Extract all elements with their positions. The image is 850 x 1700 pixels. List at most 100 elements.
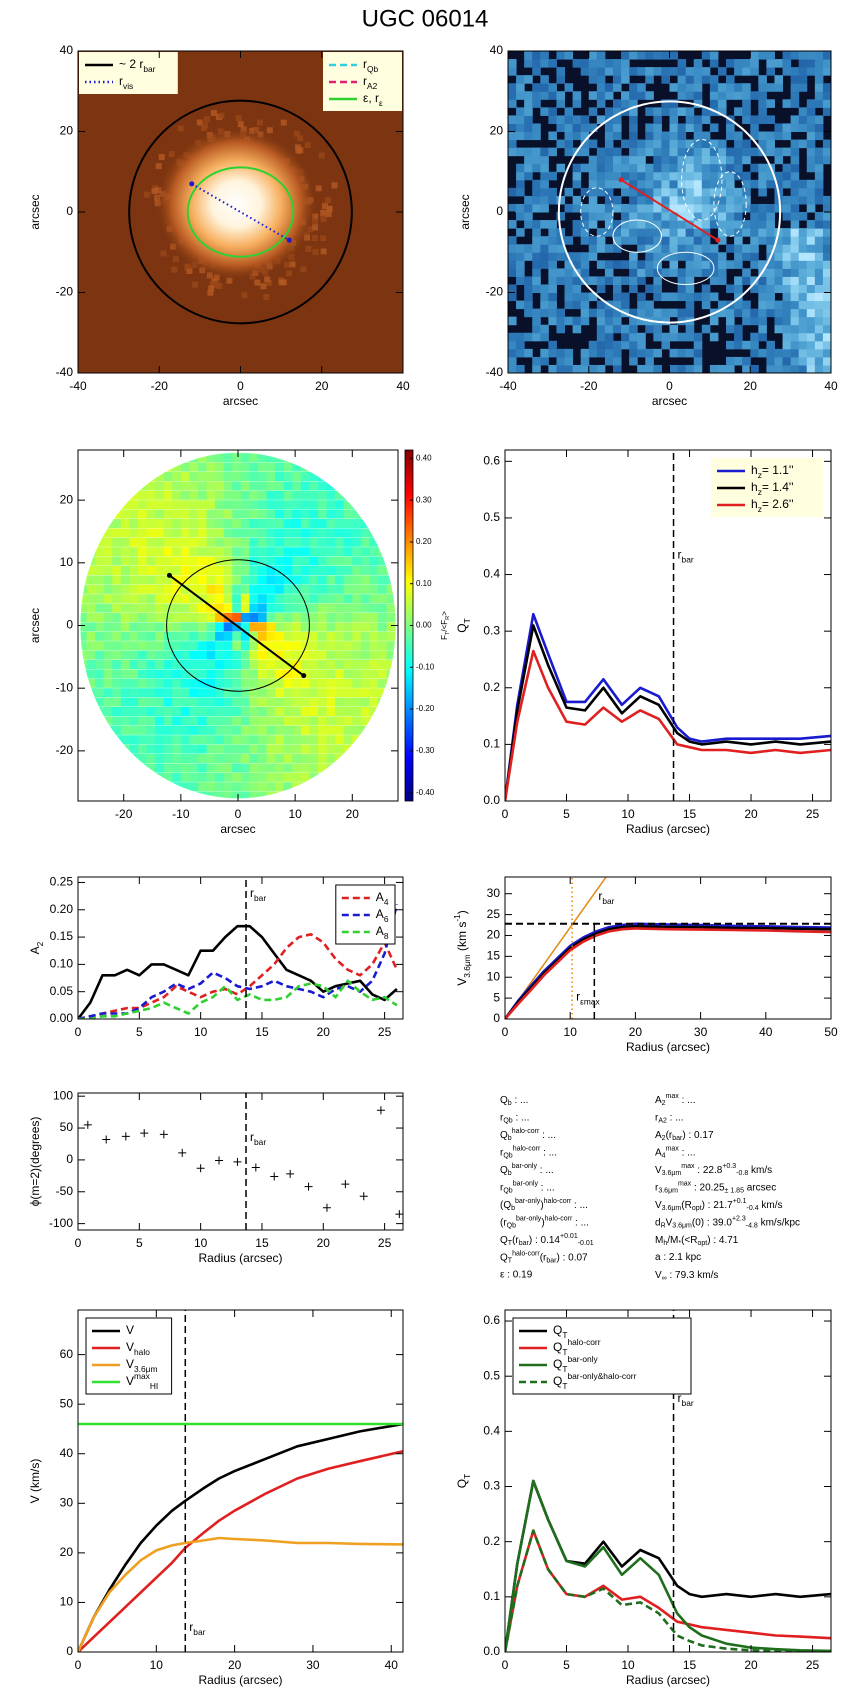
- image-pixel: [621, 67, 630, 76]
- map-pixel: [80, 453, 88, 463]
- map-pixel: [129, 650, 139, 660]
- image-pixel: [596, 324, 606, 334]
- image-pixel: [653, 212, 662, 221]
- image-pixel: [693, 228, 703, 237]
- map-pixel: [223, 678, 233, 688]
- map-pixel: [395, 481, 396, 491]
- image-pixel: [790, 308, 800, 318]
- text-part: r: [500, 1112, 504, 1123]
- map-pixel: [172, 518, 182, 529]
- image-pixel: [750, 203, 759, 213]
- map-pixel: [155, 509, 165, 519]
- image-pixel: [637, 203, 646, 213]
- map-pixel: [266, 490, 276, 500]
- point: [83, 1120, 92, 1129]
- image-pixel: [726, 83, 735, 92]
- image-pixel: [677, 107, 687, 116]
- image-pixel: [734, 83, 743, 92]
- image-pixel: [508, 244, 517, 253]
- text-part: max: [678, 1181, 692, 1188]
- map-pixel: [215, 528, 225, 538]
- image-pixel: [540, 244, 549, 253]
- image-pixel: [806, 276, 816, 285]
- image-pixel: [612, 123, 622, 133]
- map-pixel: [112, 791, 122, 799]
- series-line: [505, 925, 831, 1019]
- map-pixel: [120, 688, 130, 698]
- map-pixel: [266, 518, 276, 529]
- image-pixel: [629, 107, 638, 116]
- map-pixel: [266, 735, 276, 745]
- text-part: A2: [367, 81, 378, 91]
- map-pixel: [258, 622, 268, 632]
- x-tick-label: 15: [255, 1025, 269, 1039]
- image-pixel: [782, 364, 792, 373]
- image-pixel: [629, 284, 638, 294]
- image-pixel: [750, 147, 759, 157]
- image-pixel: [320, 215, 327, 222]
- map-pixel: [206, 659, 216, 670]
- map-pixel: [232, 452, 242, 453]
- image-pixel: [637, 91, 646, 100]
- map-pixel: [275, 772, 285, 782]
- image-pixel: [564, 300, 574, 310]
- image-pixel: [588, 67, 598, 76]
- image-pixel: [588, 171, 598, 181]
- image-pixel: [661, 179, 670, 189]
- map-pixel: [343, 453, 353, 463]
- map-pixel: [206, 453, 216, 463]
- image-pixel: [726, 364, 735, 373]
- image-pixel: [653, 268, 662, 277]
- map-pixel: [309, 631, 319, 641]
- map-pixel: [395, 697, 396, 707]
- map-pixel: [309, 594, 319, 604]
- map-pixel: [309, 735, 319, 745]
- image-pixel: [637, 300, 646, 310]
- image-pixel: [742, 203, 751, 213]
- image-pixel: [532, 67, 541, 76]
- text-part: /M: [667, 1235, 678, 1246]
- y-axis-label: ϕ(m=2)(degrees): [28, 1117, 42, 1207]
- map-pixel: [198, 659, 208, 670]
- image-pixel: [726, 155, 735, 165]
- map-pixel: [343, 772, 353, 782]
- map-pixel: [232, 735, 242, 745]
- image-pixel: [596, 308, 606, 318]
- image-pixel: [806, 203, 816, 213]
- map-pixel: [266, 669, 276, 679]
- map-pixel: [95, 584, 105, 594]
- image-pixel: [572, 203, 582, 213]
- map-pixel: [360, 462, 370, 472]
- map-pixel: [249, 452, 259, 453]
- image-pixel: [742, 139, 751, 149]
- image-pixel: [596, 147, 606, 157]
- text-part: : ...: [667, 1112, 684, 1123]
- map-pixel: [189, 490, 199, 500]
- map-pixel: [292, 772, 302, 782]
- map-pixel: [309, 791, 319, 799]
- image-pixel: [532, 236, 541, 245]
- map-pixel: [172, 706, 182, 717]
- image-pixel: [709, 332, 719, 342]
- map-pixel: [275, 631, 285, 641]
- map-pixel: [163, 471, 173, 482]
- text-part: r: [655, 1112, 659, 1123]
- image-pixel: [750, 123, 759, 133]
- image-pixel: [516, 212, 525, 221]
- map-pixel: [275, 612, 285, 623]
- image-pixel: [184, 263, 191, 270]
- map-pixel: [95, 669, 105, 679]
- image-pixel: [629, 139, 638, 149]
- map-pixel: [386, 669, 396, 679]
- parameter-line: rQbbar-only : ...: [500, 1181, 555, 1195]
- image-pixel: [524, 300, 533, 310]
- image-pixel: [508, 260, 517, 269]
- image-pixel: [612, 171, 622, 181]
- image-pixel: [637, 51, 646, 60]
- text-part: ) : 0.17: [682, 1130, 714, 1141]
- legend-label: A4: [376, 890, 389, 907]
- image-pixel: [806, 324, 816, 334]
- image-pixel: [685, 203, 695, 213]
- text-part: T: [508, 1258, 513, 1265]
